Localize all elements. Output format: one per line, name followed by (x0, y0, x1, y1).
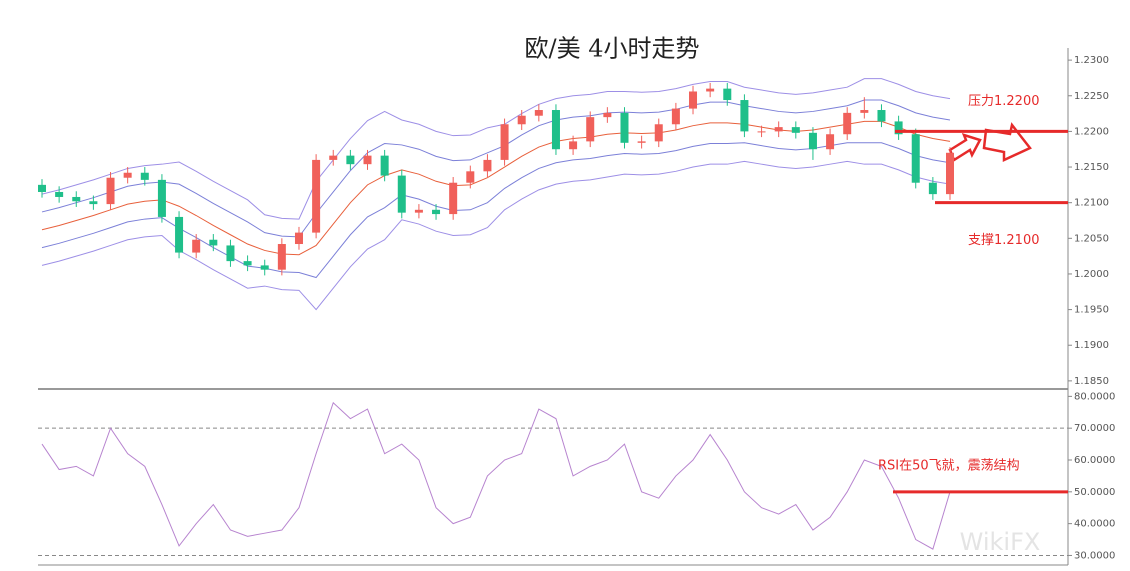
candle-body (140, 172, 149, 180)
level-label: 压力1.2200 (968, 94, 1040, 109)
chart-title: 欧/美 4小时走势 (525, 35, 700, 63)
candle-body (877, 110, 886, 122)
candle-body (534, 110, 543, 116)
candle-body (449, 182, 458, 215)
candle-body (791, 127, 800, 133)
candle-body (397, 175, 406, 213)
y-tick-label: 1.2000 (1074, 269, 1109, 280)
candle-body (826, 134, 835, 150)
y-tick-label: 50.0000 (1074, 487, 1115, 498)
candle-body (517, 115, 526, 125)
candle-body (483, 159, 492, 172)
y-tick-label: 1.1950 (1074, 305, 1109, 316)
level-label: 支撑1.2100 (968, 233, 1040, 248)
candle-body (586, 117, 595, 142)
candle-body (192, 239, 201, 253)
candle-body (123, 172, 132, 178)
candle-body (72, 196, 81, 202)
candle-body (226, 245, 235, 262)
candle-body (38, 184, 46, 192)
y-tick-label: 30.0000 (1074, 550, 1115, 561)
y-tick-label: 1.2150 (1074, 162, 1109, 173)
y-tick-label: 1.2250 (1074, 91, 1109, 102)
band-line (41, 160, 951, 311)
candle-body (209, 239, 218, 246)
candle-body (620, 112, 629, 143)
y-tick-label: 1.1850 (1074, 376, 1109, 387)
arrow (948, 133, 982, 162)
candle-body (260, 265, 269, 270)
level-label: RSI在50飞就，震荡结构 (878, 458, 1020, 473)
candle-body (346, 155, 355, 165)
candle-body (466, 171, 475, 183)
candle-body (843, 112, 852, 135)
y-tick-label: 40.0000 (1074, 519, 1115, 530)
y-tick-label: 1.1900 (1074, 340, 1109, 351)
candle-body (689, 91, 698, 109)
candle-body (363, 155, 372, 165)
y-tick-label: 1.2300 (1074, 55, 1109, 66)
watermark: WikiFX (960, 528, 1041, 556)
candle-body (928, 182, 937, 195)
candle-body (654, 124, 663, 142)
candle-body (551, 110, 560, 150)
y-tick-label: 1.2050 (1074, 233, 1109, 244)
candle-body (432, 209, 441, 215)
rsi-line (41, 401, 951, 550)
candle-body (329, 155, 338, 160)
candle-body (312, 159, 321, 233)
candle-body (671, 108, 680, 125)
candle-body (774, 127, 783, 132)
candle-body (175, 216, 184, 253)
candle-body (808, 132, 817, 150)
candle-body (157, 179, 166, 217)
candle-body (740, 100, 749, 132)
candle-body (380, 155, 389, 176)
candle-body (277, 244, 286, 270)
band-line (41, 142, 951, 279)
y-tick-label: 1.2100 (1074, 198, 1109, 209)
candle-body (894, 121, 903, 135)
candle-body (500, 124, 509, 160)
candle-body (603, 112, 612, 118)
y-tick-label: 70.0000 (1074, 423, 1115, 434)
y-tick-label: 60.0000 (1074, 455, 1115, 466)
candle-body (243, 261, 252, 266)
candle-body (569, 141, 578, 150)
band-line (41, 99, 951, 238)
candle-body (89, 201, 98, 205)
candle-body (414, 209, 423, 213)
candle-body (294, 232, 303, 245)
candle-body (55, 191, 64, 197)
y-tick-label: 1.2200 (1074, 126, 1109, 137)
candle-body (946, 152, 954, 195)
candle-body (911, 134, 920, 183)
candle-body (706, 88, 715, 92)
candle-body (637, 141, 646, 143)
band-line (41, 78, 951, 220)
candle-body (860, 110, 869, 113)
candle-body (757, 131, 766, 133)
candle-body (723, 88, 732, 101)
candle-body (106, 177, 115, 205)
y-tick-label: 80.0000 (1074, 391, 1115, 402)
